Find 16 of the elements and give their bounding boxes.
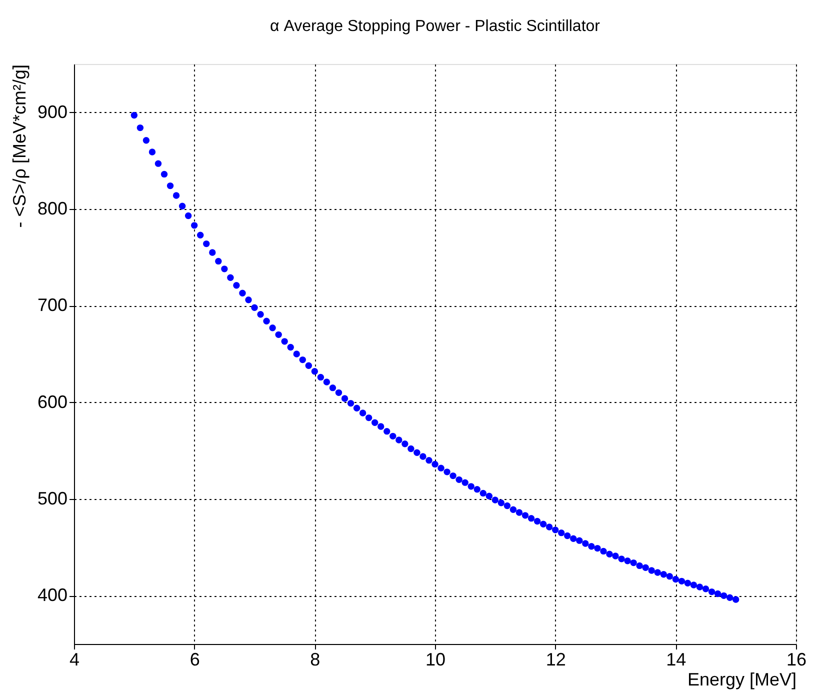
y-tick-label: 600: [37, 392, 68, 412]
y-tick-label: 500: [37, 488, 68, 508]
x-axis-title: Energy [MeV]: [687, 670, 796, 690]
x-tick-label: 12: [546, 650, 566, 670]
x-tick-label: 14: [666, 650, 686, 670]
y-tick-label: 700: [37, 295, 68, 316]
chart-title: α Average Stopping Power - Plastic Scintillator: [270, 18, 601, 35]
y-tick-label: 400: [37, 585, 68, 606]
y-tick-label: 800: [37, 198, 68, 218]
x-tick-label: 10: [425, 650, 446, 670]
x-tick-label: 8: [310, 650, 320, 670]
y-axis-title: - <S>/ρ [MeV*cm²/g]: [9, 64, 30, 228]
y-tick-label: 900: [37, 102, 68, 122]
x-tick-label: 4: [69, 650, 80, 670]
x-tick-label: 16: [786, 650, 807, 670]
x-tick-label: 6: [190, 650, 200, 670]
